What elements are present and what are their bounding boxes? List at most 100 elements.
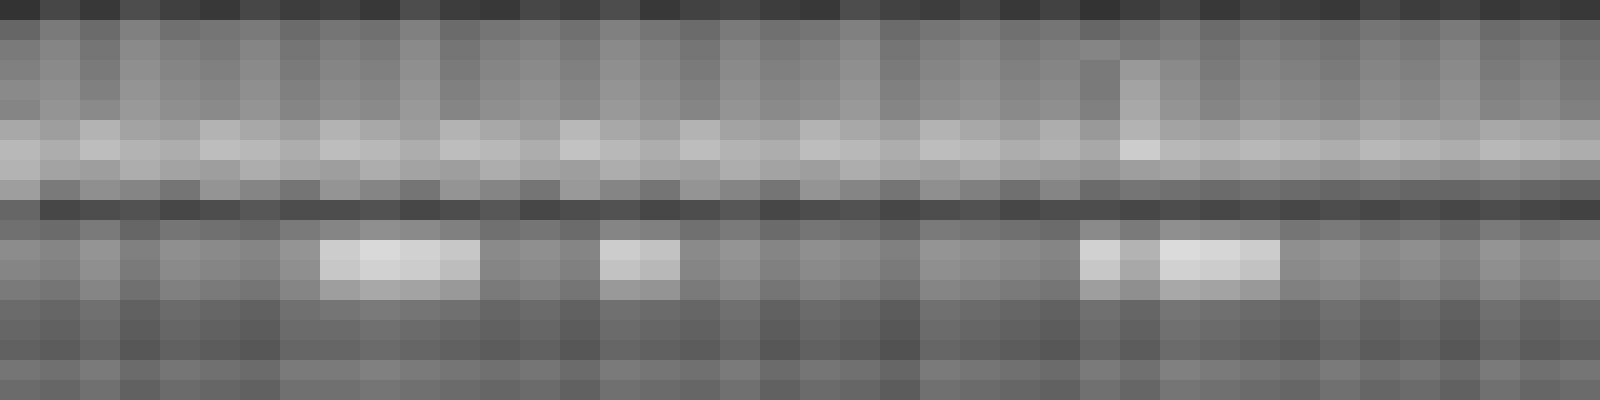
cell — [1440, 320, 1481, 341]
cell — [1120, 280, 1161, 301]
cell — [1000, 160, 1041, 181]
cell — [480, 240, 521, 261]
cell — [1280, 340, 1321, 361]
cell — [1320, 180, 1361, 201]
cell — [760, 320, 801, 341]
cell — [0, 220, 41, 241]
cell — [240, 80, 281, 101]
cell — [1120, 20, 1161, 41]
cell — [1000, 180, 1041, 201]
cell — [1120, 100, 1161, 121]
cell — [480, 160, 521, 181]
cell — [1000, 380, 1041, 400]
cell — [1280, 60, 1321, 81]
cell — [1280, 240, 1321, 261]
cell — [320, 160, 361, 181]
cell — [1240, 180, 1281, 201]
cell — [1240, 360, 1281, 381]
cell — [1160, 280, 1201, 301]
cell — [200, 260, 241, 281]
cell — [1440, 80, 1481, 101]
cell — [0, 340, 41, 361]
cell — [920, 320, 961, 341]
cell — [40, 120, 81, 141]
cell — [560, 60, 601, 81]
cell — [720, 140, 761, 161]
cell — [1280, 280, 1321, 301]
cell — [320, 200, 361, 221]
cell — [560, 320, 601, 341]
cell — [80, 20, 121, 41]
cell — [720, 180, 761, 201]
cell — [1400, 0, 1441, 21]
cell — [360, 340, 401, 361]
cell — [1240, 380, 1281, 400]
cell — [1000, 320, 1041, 341]
cell — [720, 80, 761, 101]
cell — [1320, 40, 1361, 61]
cell — [760, 260, 801, 281]
cell — [400, 380, 441, 400]
cell — [80, 60, 121, 81]
cell — [240, 40, 281, 61]
cell — [440, 160, 481, 181]
cell — [280, 260, 321, 281]
cell — [1120, 260, 1161, 281]
cell — [840, 100, 881, 121]
cell — [80, 140, 121, 161]
cell — [360, 20, 401, 41]
cell — [360, 40, 401, 61]
cell — [920, 380, 961, 400]
cell — [1160, 40, 1201, 61]
cell — [1360, 140, 1401, 161]
cell — [1360, 280, 1401, 301]
cell — [1040, 160, 1081, 181]
cell — [1480, 140, 1521, 161]
cell — [1560, 280, 1600, 301]
cell — [520, 260, 561, 281]
cell — [360, 260, 401, 281]
cell — [1160, 160, 1201, 181]
cell — [1080, 100, 1121, 121]
cell — [0, 260, 41, 281]
cell — [40, 300, 81, 321]
cell — [1400, 300, 1441, 321]
cell — [520, 20, 561, 41]
cell — [600, 100, 641, 121]
cell — [840, 260, 881, 281]
cell — [160, 200, 201, 221]
cell — [920, 40, 961, 61]
cell — [760, 300, 801, 321]
cell — [600, 20, 641, 41]
cell — [680, 60, 721, 81]
cell — [920, 160, 961, 181]
cell — [1360, 320, 1401, 341]
cell — [120, 80, 161, 101]
cell — [720, 320, 761, 341]
cell — [1560, 160, 1600, 181]
cell — [1320, 200, 1361, 221]
cell — [1160, 100, 1201, 121]
cell — [720, 60, 761, 81]
cell — [720, 0, 761, 21]
cell — [200, 60, 241, 81]
cell — [440, 20, 481, 41]
cell — [1320, 100, 1361, 121]
cell — [680, 220, 721, 241]
cell — [360, 380, 401, 400]
cell — [440, 120, 481, 141]
cell — [1080, 260, 1121, 281]
cell — [1400, 320, 1441, 341]
cell — [0, 120, 41, 141]
cell — [160, 60, 201, 81]
cell — [920, 340, 961, 361]
cell — [720, 380, 761, 400]
cell — [320, 20, 361, 41]
cell — [1120, 60, 1161, 81]
cell — [520, 120, 561, 141]
cell — [120, 160, 161, 181]
cell — [240, 280, 281, 301]
cell — [1160, 80, 1201, 101]
cell — [760, 180, 801, 201]
cell — [1320, 120, 1361, 141]
